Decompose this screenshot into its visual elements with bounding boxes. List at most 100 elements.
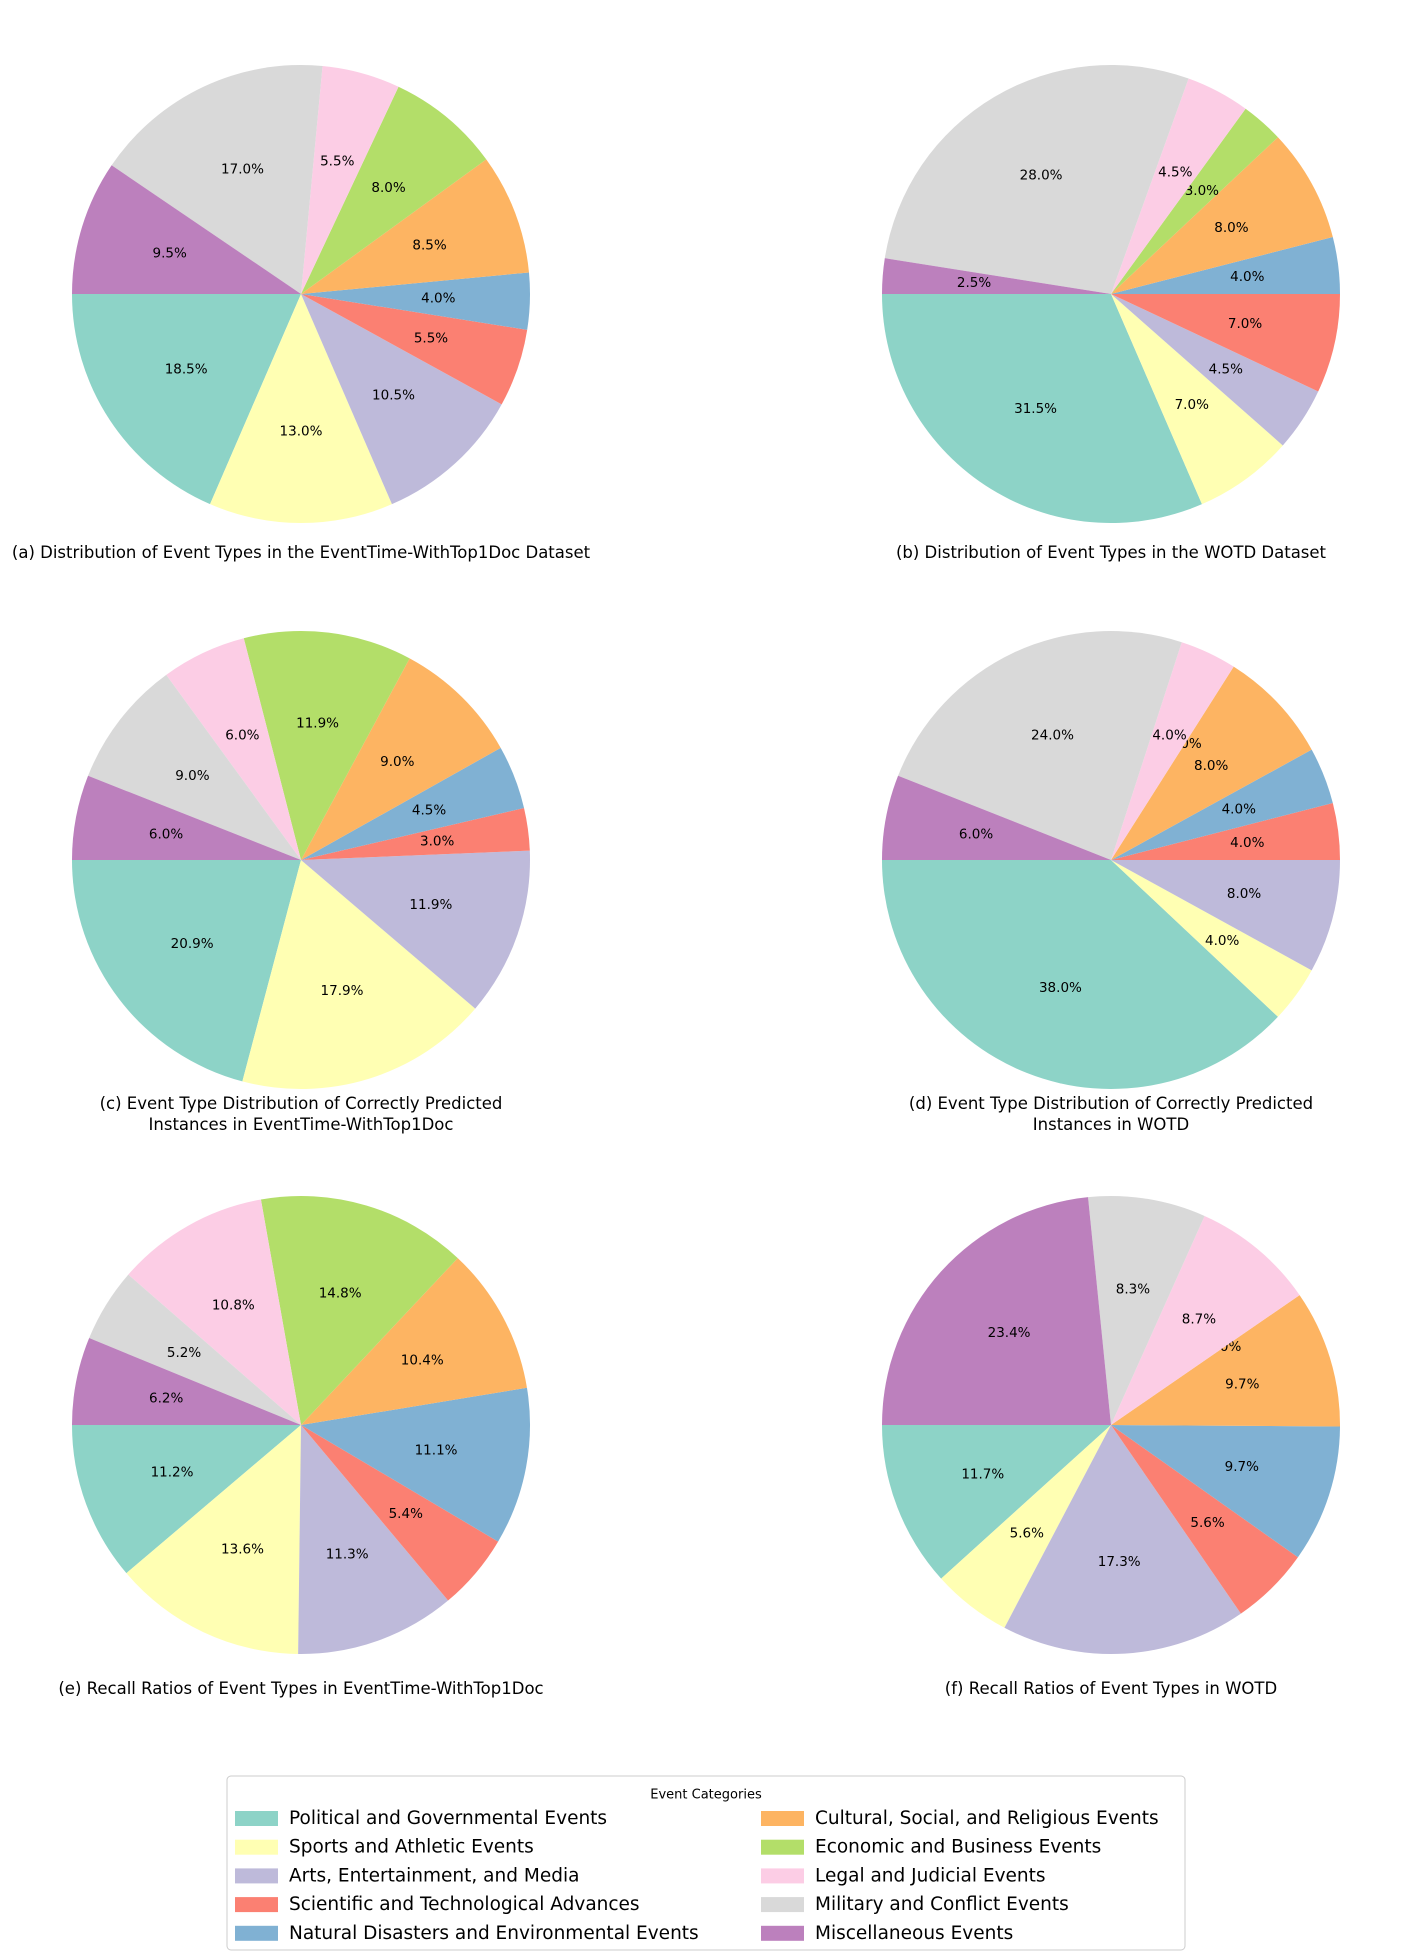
pie-c-slice-5 [301,658,501,860]
pie-f-slice-9 [882,1197,1111,1425]
pie-a-slice-1 [210,294,392,524]
legend-swatch-7 [761,1868,804,1884]
pie-f-label-3: 5.6% [1190,1515,1224,1531]
pie-c-label-1: 17.9% [321,983,364,999]
pie-d-slice-8 [898,631,1182,860]
pie-b-label-5: 8.0% [1214,220,1248,236]
pie-e-label-8: 5.2% [167,1345,201,1361]
pie-a-label-6: 8.0% [371,180,405,196]
pie-d-slice-2 [1111,860,1340,971]
pie-chart-e: 11.2% 13.6% 11.3% 5.4% 11.1% 10.4% 14.8% 10.8% 5… [58,1195,544,1698]
legend-swatch-3 [235,1897,278,1913]
pie-chart-c: 20.9% 17.9% 11.9% 3.0% 4.5% 9.0% 11.9% 6.0% 9.0%… [72,631,531,1134]
legend-label-7: Legal and Judicial Events [815,1865,1046,1886]
pie-f-slice-1 [941,1425,1111,1628]
pie-b-slice-6 [1111,108,1278,295]
pie-b-label-4: 4.0% [1230,269,1264,285]
pie-e-slice-9 [72,1338,301,1425]
pie-e-label-1: 13.6% [221,1541,264,1557]
pie-c-label-9: 6.0% [149,826,183,842]
pie-b-label-6: 3.0% [1185,183,1219,199]
pie-chart-b: 31.5% 7.0% 4.5% 7.0% 4.0% 8.0% 3.0% 4.5% 28.0% 2.… [881,65,1340,562]
pie-f-label-0: 11.7% [961,1466,1004,1482]
pie-d-label-8: 24.0% [1031,728,1074,744]
pie-a-label-5: 8.5% [412,237,446,253]
pie-e-slice-4 [301,1387,530,1542]
pie-a-slice-4 [301,272,530,330]
pie-a-label-8: 17.0% [221,162,264,178]
pie-e-label-4: 11.1% [415,1442,458,1458]
pie-f-label-1: 5.6% [1010,1526,1044,1542]
pie-a-label-2: 10.5% [372,388,415,404]
pie-a-slice-2 [301,294,502,505]
pie-c-slice-2 [301,850,531,1009]
pie-a-label-4: 4.0% [421,290,455,306]
pie-d-label-1: 4.0% [1205,933,1239,949]
pie-f-slice-5 [1111,1295,1341,1427]
legend-label-2: Arts, Entertainment, and Media [289,1865,579,1886]
pie-e-label-7: 10.8% [212,1297,255,1313]
legend-swatch-1 [235,1839,278,1855]
legend-swatch-0 [235,1811,278,1826]
pie-a-label-7: 5.5% [320,153,354,169]
pie-b-slice-4 [1111,237,1340,294]
pie-b-slice-1 [1111,294,1283,505]
pie-c-slice-3 [301,807,530,860]
legend-title: Event Categories [650,1788,762,1803]
pie-f-slice-2 [1004,1425,1241,1655]
pie-b-label-0: 31.5% [1014,401,1057,417]
pie-c-label-2: 11.9% [409,897,452,913]
pie-a-slice-3 [301,294,528,405]
pie-d-slice-1 [1111,860,1312,1017]
pie-e-slice-8 [89,1274,301,1425]
pie-b-label-8: 28.0% [1020,168,1063,184]
pie-c-slice-6 [243,631,410,860]
pie-b-slice-7 [1111,78,1246,294]
pie-b-label-9: 2.5% [957,275,991,291]
pie-e-label-9: 6.2% [149,1390,183,1406]
pie-f-label-2: 17.3% [1098,1554,1141,1570]
pie-b-slice-0 [881,294,1202,524]
pie-c-slice-0 [72,860,301,1082]
pie-d-caption: (d) Event Type Distribution of Correctly… [909,1094,1313,1113]
pie-c-slice-9 [72,775,301,860]
legend-swatch-5 [761,1811,804,1826]
pie-d-label-4: 4.0% [1222,801,1256,817]
pie-chart-d: 38.0%4.0%8.0%4.0%4.0%8.0%0.0%4.0%24.0%6.… [882,631,1340,1134]
pie-a-label-3: 5.5% [414,331,448,347]
pie-f-label-8: 8.3% [1116,1281,1150,1297]
pie-d-label-3: 4.0% [1230,835,1264,851]
pie-f-slice-0 [882,1425,1111,1579]
pie-d-slice-4 [1111,749,1333,860]
pie-a-slice-6 [301,86,487,294]
pie-c-label-5: 9.0% [380,754,414,770]
pie-b-label-3: 7.0% [1228,316,1262,332]
pie-c-label-6: 11.9% [296,716,339,732]
pie-d-label-5: 8.0% [1194,758,1228,774]
pie-b-slice-9 [882,258,1111,294]
pie-b-slice-2 [1111,294,1319,446]
pie-e-slice-5 [301,1258,527,1425]
pie-d-slice-9 [882,775,1111,860]
pie-c-label-0: 20.9% [171,936,214,952]
pie-c-label-7: 6.0% [225,728,259,744]
pie-e-label-5: 10.4% [401,1352,444,1368]
pie-d-caption: Instances in WOTD [1033,1115,1189,1134]
pie-a-slice-9 [72,165,301,294]
pie-b-slice-3 [1111,294,1340,392]
legend-label-4: Natural Disasters and Environmental Even… [289,1923,699,1944]
pie-a-slice-7 [301,66,399,295]
legend-label-3: Scientific and Technological Advances [289,1894,640,1915]
pie-c-slice-8 [88,674,301,860]
pie-d-slice-3 [1111,803,1340,860]
pie-a-slice-0 [71,294,301,505]
pie-b-label-7: 4.5% [1158,165,1192,181]
pie-d-slice-7 [1111,642,1234,860]
pie-f-label-5: 9.7% [1225,1377,1259,1393]
pie-a-label-9: 9.5% [153,246,187,262]
legend-label-0: Political and Governmental Events [289,1808,607,1829]
pie-e-slice-1 [126,1425,302,1654]
pie-d-label-9: 6.0% [959,826,993,842]
pie-a-label-1: 13.0% [280,423,323,439]
pie-f-slice-4 [1111,1425,1340,1558]
